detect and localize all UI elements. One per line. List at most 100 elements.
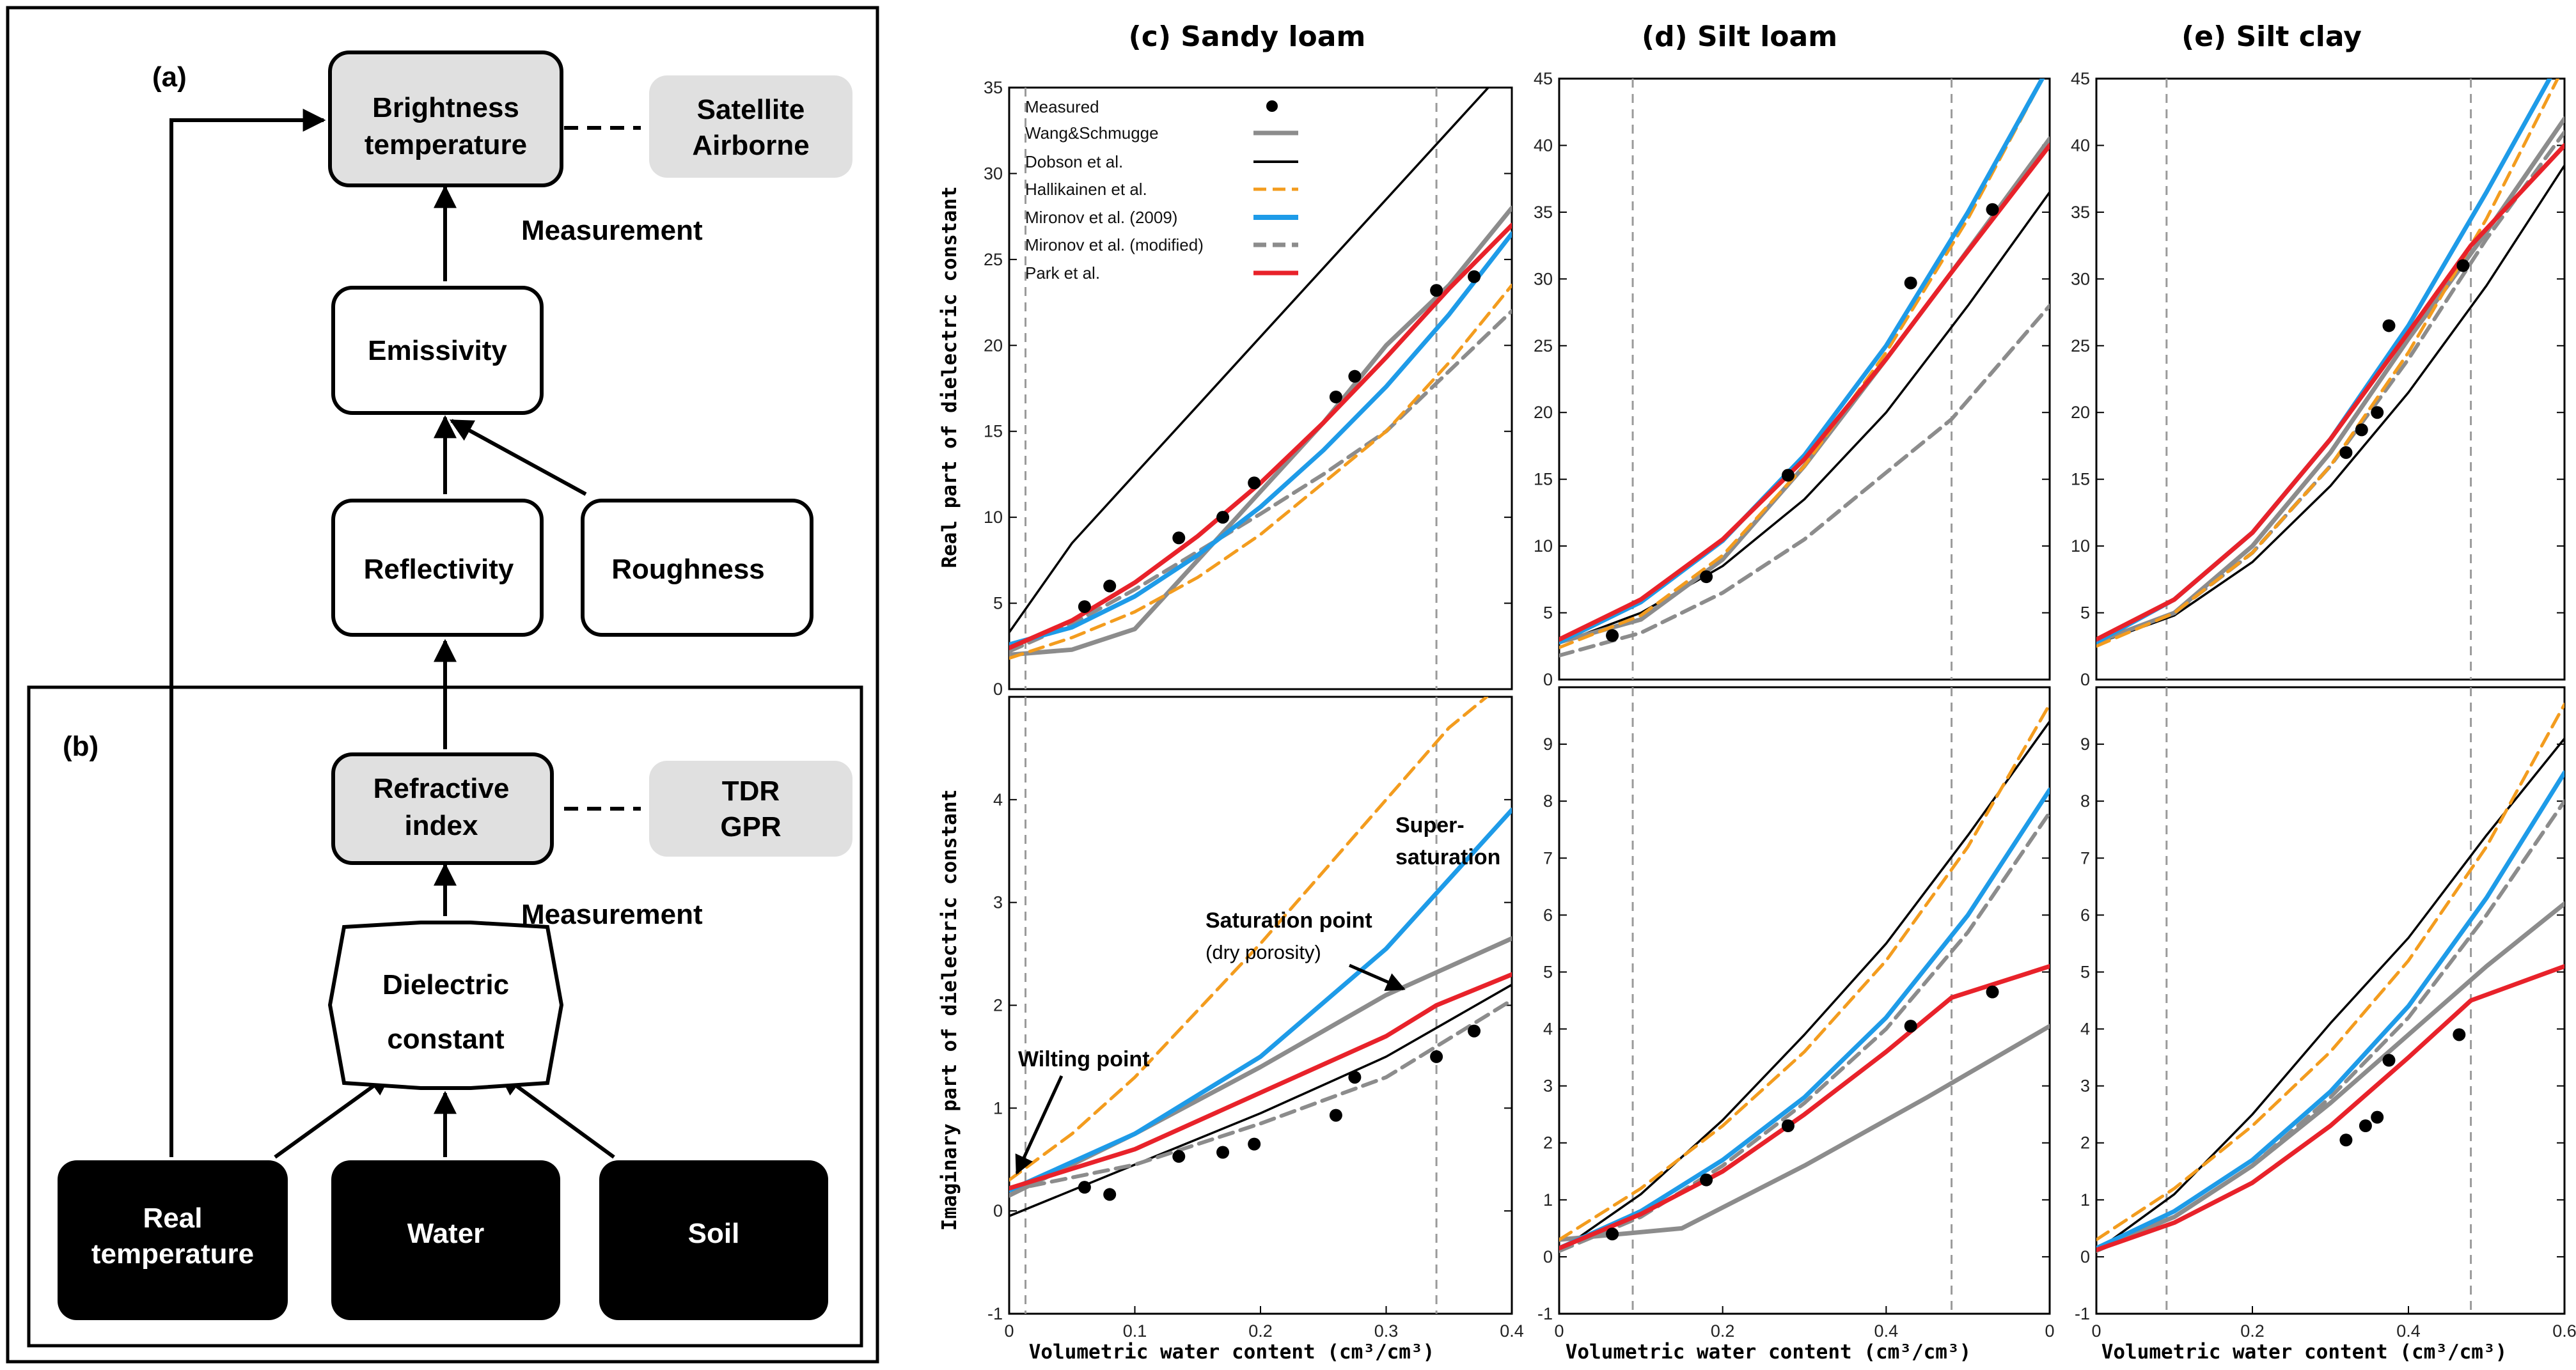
series-line-park xyxy=(1559,964,2050,1250)
x-tick-label: 0 xyxy=(1554,1321,1564,1341)
measured-point xyxy=(1904,1020,1917,1033)
y-tick-label: 15 xyxy=(1534,470,1553,489)
y-tick-label: 8 xyxy=(1543,791,1553,811)
series-line-dobson xyxy=(2096,164,2564,645)
y-tick-label: 45 xyxy=(1534,69,1553,88)
x-tick-label: 0.1 xyxy=(1123,1321,1147,1341)
plot-area-d-real xyxy=(1559,79,2050,680)
series-line-dobson xyxy=(2096,737,2564,1252)
measured-point xyxy=(1329,390,1342,403)
y-tick-label: 0 xyxy=(993,680,1003,699)
y-tick-label: 2 xyxy=(993,996,1003,1015)
diagram-connectors xyxy=(169,109,641,1159)
box-real-temperature: Real temperature xyxy=(58,1160,288,1320)
measured-point xyxy=(1468,270,1481,283)
dielectric-line2: constant xyxy=(387,1024,505,1055)
x-tick-label: 0 xyxy=(2045,1321,2054,1341)
measured-point xyxy=(1348,370,1362,383)
series-line-mironov2009 xyxy=(1009,807,1512,1193)
y-tick-label: 45 xyxy=(2071,69,2090,88)
series-line-mironov_mod xyxy=(1559,811,2050,1253)
legend-entry-dobson: Dobson et al. xyxy=(1025,152,1298,171)
series-line-dobson xyxy=(1009,88,1490,634)
measured-point xyxy=(1329,1109,1342,1122)
measured-point xyxy=(1248,476,1261,490)
y-tick-label: 30 xyxy=(984,164,1003,183)
series-line-mironov_mod xyxy=(2096,130,2564,644)
satellite-text: Satellite xyxy=(697,94,805,125)
legend-entry-mironov-modified: Mironov et al. (modified) xyxy=(1025,235,1298,254)
water-text: Water xyxy=(407,1218,485,1249)
legend-entry-mironov2009: Mironov et al. (2009) xyxy=(1025,208,1298,227)
measured-point xyxy=(1248,1137,1261,1151)
plot-frame-c-imag xyxy=(1008,696,1513,1315)
x-axis-label-c: Volumetric water content (cm³/cm³) xyxy=(1029,1341,1435,1364)
airborne-text: Airborne xyxy=(692,130,809,161)
series-line-mironov_mod xyxy=(1559,304,2050,658)
legend: Measured Wang&Schmugge Dobson et al. Hal… xyxy=(1025,97,1298,283)
series-line-hallikainen xyxy=(2096,79,2560,648)
series-line-park xyxy=(1559,143,2050,642)
label-a: (a) xyxy=(152,61,187,93)
measured-point xyxy=(2339,446,2353,459)
series-line-dobson xyxy=(1559,191,2050,645)
y-tick-label: 25 xyxy=(984,250,1003,269)
y-tick-label: 10 xyxy=(2071,536,2090,556)
arrow-realtemp-to-dielectric xyxy=(274,1072,392,1159)
y-tick-label: 3 xyxy=(993,893,1003,912)
brightness-line2: temperature xyxy=(365,129,527,160)
measured-point xyxy=(1430,1050,1443,1063)
y-tick-label: 30 xyxy=(2071,269,2090,288)
y-tick-label: 3 xyxy=(2080,1077,2090,1096)
y-tick-label: 3 xyxy=(1543,1077,1553,1096)
legend-entry-measured: Measured xyxy=(1025,97,1278,116)
legend-entry-park: Park et al. xyxy=(1025,263,1298,283)
plot-area-c-imag xyxy=(1009,697,1512,1314)
series-line-mironov2009 xyxy=(1559,79,2045,644)
series-line-hallikainen xyxy=(1009,283,1512,660)
y-tick-label: 25 xyxy=(2071,336,2090,355)
box-roughness: Roughness xyxy=(581,499,813,637)
measured-point xyxy=(1103,579,1117,593)
y-tick-label: -1 xyxy=(2075,1304,2090,1323)
x-tick-label: 0.4 xyxy=(1500,1321,1524,1341)
series-line-dobson xyxy=(1009,983,1512,1217)
gpr-text: GPR xyxy=(720,811,781,843)
y-tick-label: 35 xyxy=(1534,203,1553,222)
chart-title-d-real: (d) Silt loam xyxy=(1642,20,1837,53)
x-tick-label: 0 xyxy=(1004,1321,1014,1341)
y-tick-label: 15 xyxy=(984,422,1003,441)
measured-point xyxy=(1468,1024,1481,1038)
box-soil: Soil xyxy=(599,1160,828,1320)
box-water: Water xyxy=(331,1160,560,1320)
measured-point xyxy=(1606,1227,1619,1241)
tdr-text: TDR xyxy=(722,775,780,807)
legend-label-mironov2009: Mironov et al. (2009) xyxy=(1025,208,1177,227)
y-tick-label: 20 xyxy=(2071,403,2090,422)
box-satellite-airborne: Satellite Airborne xyxy=(649,75,852,178)
y-tick-label: 6 xyxy=(1543,905,1553,924)
chart-panel-c-real: 0 5 10 15 20 25 30 35 (c) Sandy loam xyxy=(984,20,1513,699)
x-tick-label: 0.3 xyxy=(1374,1321,1399,1341)
legend-label-hallikainen: Hallikainen et al. xyxy=(1025,180,1147,199)
arrow-soil-to-dielectric xyxy=(498,1072,615,1159)
series-line-wang xyxy=(1009,205,1512,657)
x-tick-label: 0.2 xyxy=(1711,1321,1735,1341)
annotations: Super- saturation Saturation point (dry … xyxy=(1015,813,1500,1175)
dielectric-line1: Dielectric xyxy=(382,969,509,1000)
series-line-mironov_mod xyxy=(1009,309,1512,653)
box-emissivity: Emissivity xyxy=(331,286,544,415)
y-tick-label: 4 xyxy=(2080,1020,2090,1039)
soil-text: Soil xyxy=(688,1218,740,1249)
y-tick-label: 0 xyxy=(2080,1247,2090,1266)
annotation-supersaturation-line1: Super- xyxy=(1395,813,1465,837)
series-line-wang xyxy=(1559,1024,2050,1242)
y-tick-label: 5 xyxy=(2080,962,2090,981)
series-line-park xyxy=(2096,964,2564,1252)
plot-frame-d-real xyxy=(1558,77,2051,681)
measured-point xyxy=(1103,1188,1117,1201)
y-tick-label: 40 xyxy=(1534,136,1553,155)
arrow-roughness-to-emissivity xyxy=(449,419,587,496)
